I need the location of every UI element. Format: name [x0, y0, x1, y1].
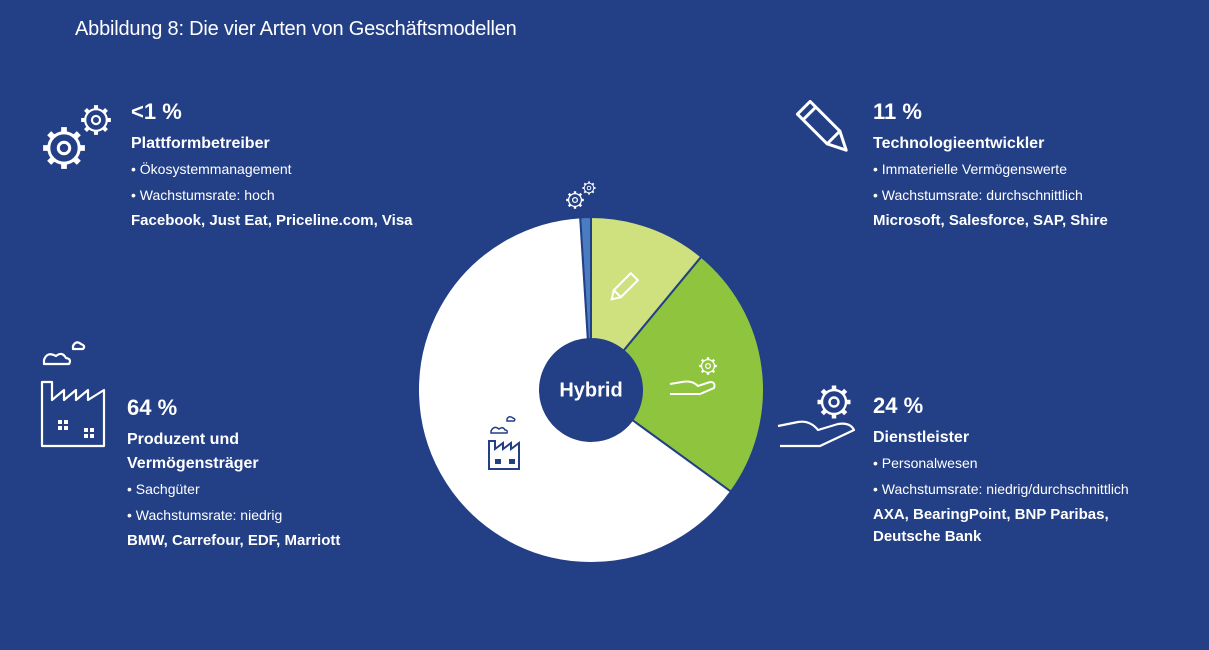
bullet-plattform-2: Wachstumsrate: hoch — [131, 182, 491, 208]
gears-icon — [38, 96, 122, 180]
firms-plattform: Facebook, Just Eat, Priceline.com, Visa — [131, 212, 413, 229]
pct-plattform: <1 % — [131, 99, 182, 124]
pct-technologie: 11 % — [873, 99, 922, 124]
hand-gear-icon — [777, 380, 856, 448]
bullet-technologie-1: Immaterielle Vermögenswerte — [873, 156, 1203, 182]
slice-hand-gear-icon — [669, 356, 718, 395]
pct-produzent: 64 % — [127, 395, 178, 420]
firms-produzent: BMW, Carrefour, EDF, Marriott — [127, 532, 341, 549]
category-plattform: <1 % Plattformbetreiber Ökosystemmanagem… — [131, 98, 491, 232]
firms-dienstleister-line1: AXA, BearingPoint, BNP Paribas, — [873, 506, 1109, 523]
center-label: Hybrid — [559, 379, 622, 401]
slice-gears-icon — [565, 180, 597, 211]
category-technologie: 11 % Technologieentwickler Immaterielle … — [873, 98, 1203, 232]
donut-slices — [417, 215, 765, 564]
name-produzent-line2: Vermögensträger — [127, 455, 259, 472]
firms-technologie: Microsoft, Salesforce, SAP, Shire — [873, 212, 1108, 229]
pct-dienstleister: 24 % — [873, 393, 924, 418]
name-plattform: Plattformbetreiber — [131, 135, 270, 152]
bullet-plattform-1: Ökosystemmanagement — [131, 156, 491, 182]
pencil-icon — [795, 99, 848, 152]
category-produzent: 64 % Produzent und Vermögensträger Sachg… — [127, 394, 447, 552]
chart-title: Abbildung 8: Die vier Arten von Geschäft… — [75, 18, 517, 40]
slice-factory-icon — [488, 415, 520, 470]
name-technologie: Technologieentwickler — [873, 135, 1045, 152]
bullet-technologie-2: Wachstumsrate: durchschnittlich — [873, 182, 1203, 208]
name-dienstleister: Dienstleister — [873, 429, 970, 446]
donut-center — [540, 339, 642, 441]
bullet-produzent-2: Wachstumsrate: niedrig — [127, 502, 447, 528]
factory-icon — [40, 341, 106, 448]
name-produzent-line1: Produzent und — [127, 431, 239, 448]
bullet-dienstleister-1: Personalwesen — [873, 450, 1203, 476]
bullet-dienstleister-2: Wachstumsrate: niedrig/durchschnittlich — [873, 476, 1203, 502]
slice-pencil-icon — [610, 271, 640, 301]
bullet-produzent-1: Sachgüter — [127, 476, 447, 502]
category-dienstleister: 24 % Dienstleister Personalwesen Wachstu… — [873, 392, 1203, 548]
firms-dienstleister-line2: Deutsche Bank — [873, 528, 982, 545]
